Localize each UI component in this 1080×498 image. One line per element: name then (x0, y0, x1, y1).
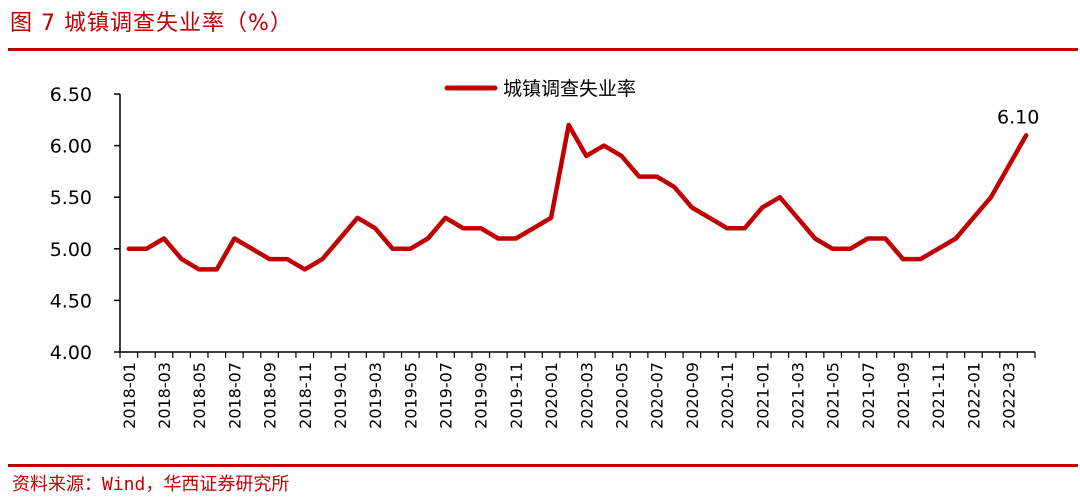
x-tick-label: 2020-03 (577, 362, 596, 429)
x-axis: 2018-01 2018-03 2018-05 2018-07 2018-09 2018-… (119, 351, 1036, 429)
y-tick-label: 4.00 (50, 342, 92, 364)
x-tick-label: 2020-07 (648, 362, 667, 429)
x-tick-label: 2019-11 (507, 362, 526, 429)
title-divider (8, 48, 1078, 51)
x-tick-label: 2022-01 (964, 362, 983, 429)
annotations: 6.10 (997, 106, 1039, 128)
figure-title: 图 7 城镇调查失业率（%） (10, 11, 293, 36)
x-tick-label: 2018-09 (261, 362, 280, 429)
x-tick-label: 2018-03 (155, 362, 174, 429)
series-line-unemployment-rate (126, 122, 1029, 272)
x-tick-label: 2021-01 (753, 362, 772, 429)
x-tick-label: 2021-05 (824, 362, 843, 429)
y-tick-label: 4.50 (50, 290, 92, 312)
y-axis: 4.00 4.50 5.00 5.50 6.00 6.50 (50, 84, 121, 364)
x-tick-label: 2021-03 (788, 362, 807, 429)
x-tick-label: 2019-05 (401, 362, 420, 429)
x-tick-label: 2020-09 (683, 362, 702, 429)
y-tick-label: 6.00 (50, 136, 92, 158)
data-label-last-value: 6.10 (997, 106, 1039, 128)
x-tick-label: 2018-11 (296, 362, 315, 429)
x-tick-label: 2022-03 (1000, 362, 1019, 429)
source-divider (8, 464, 1078, 467)
x-tick-label: 2018-05 (190, 362, 209, 429)
x-tick-label: 2019-03 (366, 362, 385, 429)
x-tick-label: 2019-09 (472, 362, 491, 429)
x-tick-label: 2019-07 (437, 362, 456, 429)
x-tick-label: 2020-01 (542, 362, 561, 429)
y-tick-label: 6.50 (50, 84, 92, 106)
legend-label: 城镇调查失业率 (503, 78, 636, 100)
source-note: 资料来源：Wind，华西证券研究所 (12, 474, 290, 495)
x-tick-label: 2021-09 (894, 362, 913, 429)
series-layer (126, 122, 1029, 272)
x-tick-label: 2018-07 (225, 362, 244, 429)
y-tick-label: 5.50 (50, 187, 92, 209)
x-tick-label: 2020-11 (718, 362, 737, 429)
x-tick-label: 2019-01 (331, 362, 350, 429)
x-tick-label: 2021-07 (859, 362, 878, 429)
x-tick-label: 2018-01 (120, 362, 139, 429)
y-tick-label: 5.00 (50, 239, 92, 261)
x-tick-label: 2020-05 (612, 362, 631, 429)
x-tick-label: 2021-11 (929, 362, 948, 429)
legend: 城镇调查失业率 (444, 78, 636, 100)
